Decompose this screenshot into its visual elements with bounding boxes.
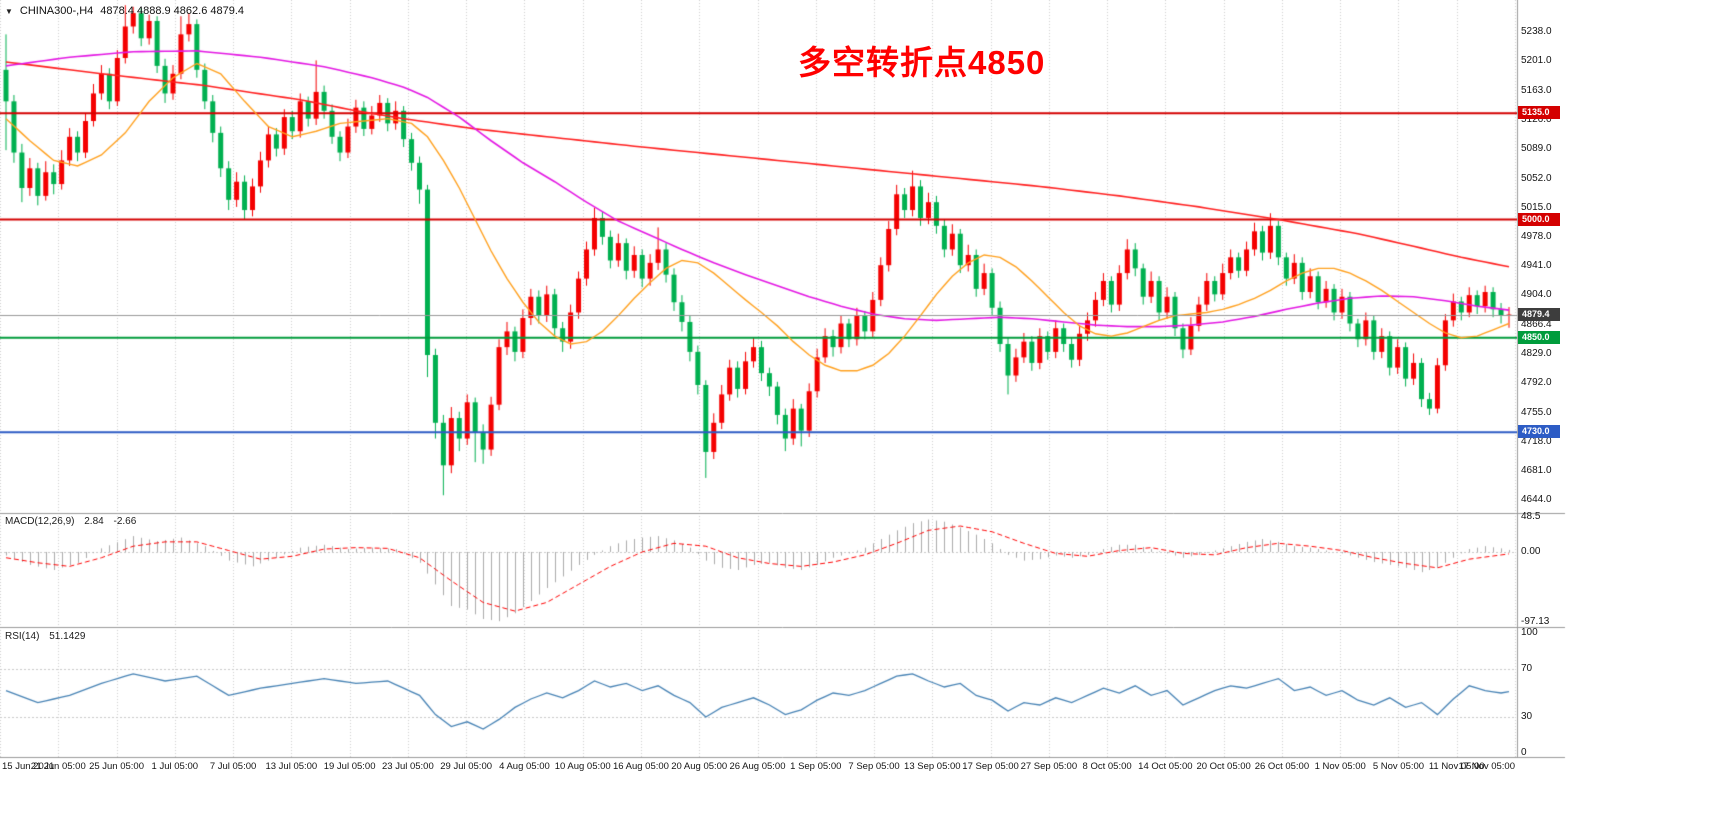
price-axis-tick: 5089.0 — [1521, 143, 1552, 155]
time-axis-label: 11 Nov 05:00 — [1428, 761, 1485, 772]
price-axis-tick: 4941.0 — [1521, 260, 1552, 271]
time-axis-label: 25 Jun 05:00 — [89, 761, 144, 772]
current-price-badge: 4879.4 — [1518, 307, 1560, 321]
time-axis-label: 10 Aug 05:00 — [554, 761, 611, 772]
time-axis-label: 23 Jul 05:00 — [381, 761, 434, 772]
macd-indicator-label: MACD(12,26,9) 2.84 -2.66 — [5, 516, 143, 527]
time-axis-label: 1 Nov 05:00 — [1314, 761, 1366, 772]
rsi-value: 51.1429 — [49, 631, 86, 642]
time-axis-label: 4 Aug 05:00 — [499, 761, 550, 772]
time-axis-label: 13 Sep 05:00 — [904, 761, 961, 772]
price-axis-tick: 5015.0 — [1521, 201, 1552, 213]
rsi-axis-tick: 30 — [1521, 711, 1533, 722]
rsi-axis-tick: 70 — [1521, 663, 1533, 674]
ohlc-values: 4878.4 4888.9 4862.6 4879.4 — [100, 5, 245, 17]
price-axis-tick: 4755.0 — [1521, 406, 1552, 418]
time-axis-label: 13 Jul 05:00 — [265, 761, 318, 772]
price-axis-tick: 4904.0 — [1521, 289, 1552, 301]
annotation-text: 多空转折点4850 — [798, 44, 1046, 81]
time-axis-label: 26 Aug 05:00 — [729, 761, 786, 772]
time-axis-label: 19 Jul 05:00 — [323, 761, 376, 772]
price-level-badge: 4730.0 — [1518, 425, 1560, 439]
price-axis-tick: 4792.0 — [1521, 377, 1552, 389]
macd-axis-tick: 0.00 — [1521, 545, 1541, 557]
rsi-indicator-label: RSI(14) 51.1429 — [5, 631, 92, 642]
time-axis-label: 29 Jul 05:00 — [440, 761, 493, 772]
time-axis-label: 7 Sep 05:00 — [848, 761, 900, 772]
time-axis-label: 1 Sep 05:00 — [790, 761, 842, 772]
macd-name: MACD(12,26,9) — [5, 516, 75, 527]
macd-main-value: 2.84 — [84, 516, 104, 527]
rsi-axis-tick: 0 — [1521, 747, 1527, 758]
price-axis-tick: 4644.0 — [1521, 494, 1552, 505]
symbol-ohlc-bar: ▼ CHINA300-,H4 4878.4 4888.9 4862.6 4879… — [5, 5, 244, 17]
time-axis-label: 17 Sep 05:00 — [962, 761, 1019, 772]
time-axis-label: 15 Jun 2021 — [2, 761, 55, 772]
time-axis-label: 17 Nov 05:00 — [1458, 761, 1515, 772]
time-axis-label: 14 Oct 05:00 — [1138, 761, 1193, 772]
price-level-badge: 5135.0 — [1518, 106, 1560, 120]
price-axis-tick: 5238.0 — [1521, 26, 1552, 37]
rsi-axis-tick: 100 — [1521, 627, 1538, 638]
price-axis-tick: 4718.0 — [1521, 435, 1552, 447]
time-axis-label: 20 Oct 05:00 — [1196, 761, 1251, 772]
price-axis-tick: 4866.4 — [1521, 318, 1552, 330]
time-axis-label: 21 Jun 05:00 — [30, 761, 86, 772]
time-axis-label: 27 Sep 05:00 — [1020, 761, 1078, 772]
price-level-badge: 5000.0 — [1518, 212, 1560, 226]
time-axis-label: 1 Jul 05:00 — [151, 761, 199, 772]
rsi-name: RSI(14) — [5, 631, 40, 642]
time-axis-label: 5 Nov 05:00 — [1372, 761, 1425, 772]
price-axis-tick: 4829.0 — [1521, 348, 1552, 360]
price-axis-tick: 4681.0 — [1521, 464, 1552, 476]
time-axis-label: 7 Jul 05:00 — [209, 761, 257, 772]
price-axis-tick: 4978.0 — [1521, 230, 1552, 242]
symbol-marker-icon: ▼ — [5, 6, 13, 16]
price-axis-tick: 5126.0 — [1521, 114, 1552, 126]
symbol-timeframe-label: CHINA300-,H4 — [19, 5, 94, 17]
time-axis-label: 8 Oct 05:00 — [1082, 761, 1132, 772]
macd-axis-tick: -97.13 — [1521, 616, 1550, 627]
macd-signal-value: -2.66 — [113, 516, 137, 527]
macd-axis-tick: 48.5 — [1521, 511, 1541, 522]
price-axis-tick: 5052.0 — [1521, 172, 1552, 184]
time-axis-label: 26 Oct 05:00 — [1254, 761, 1310, 772]
time-axis-label: 16 Aug 05:00 — [612, 761, 669, 772]
price-axis-tick: 5201.0 — [1521, 55, 1552, 67]
price-level-badge: 4850.0 — [1518, 330, 1560, 344]
price-axis-tick: 5163.0 — [1521, 85, 1552, 97]
time-axis-label: 20 Aug 05:00 — [671, 761, 728, 772]
